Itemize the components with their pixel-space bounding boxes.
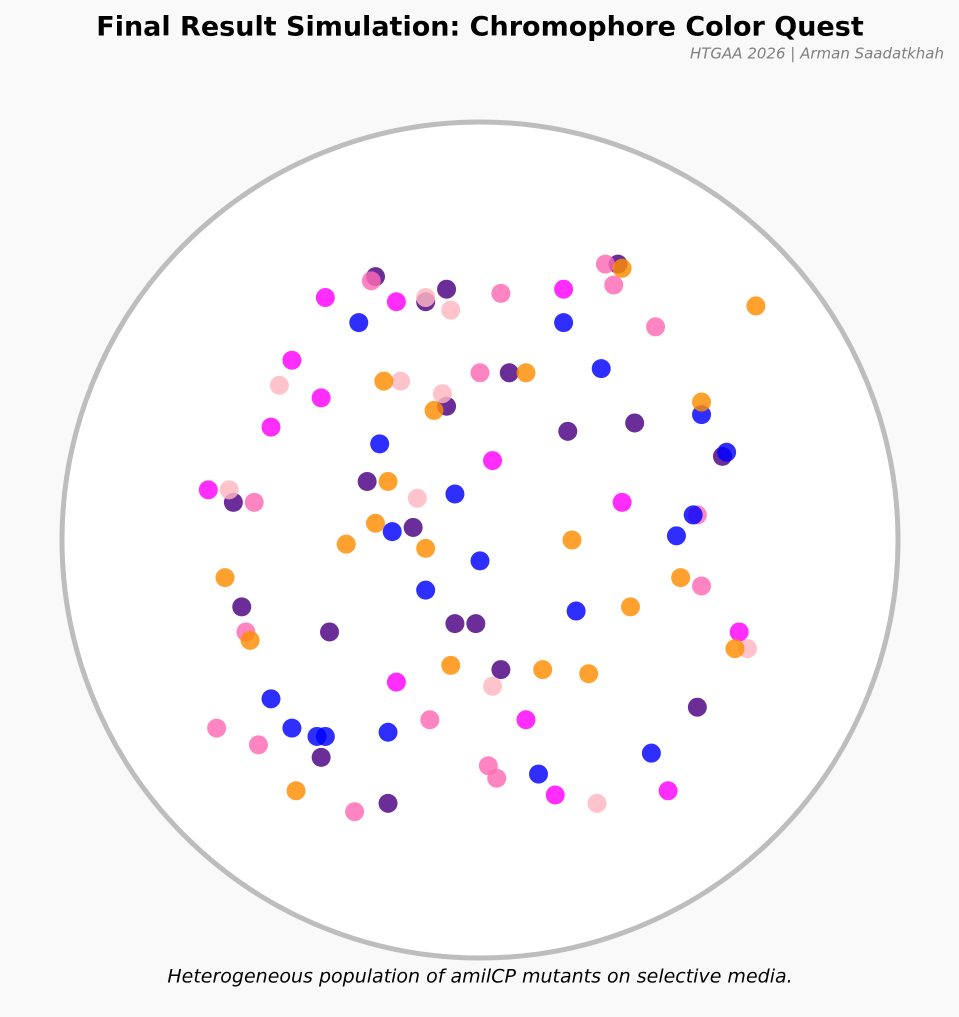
colony [232,597,252,617]
colony [666,526,686,546]
colony [311,388,331,408]
colony [261,417,281,437]
chart-caption: Heterogeneous population of amilCP mutan… [167,966,792,988]
colony [424,400,444,420]
colony [491,660,511,680]
colony [345,802,365,822]
colony [386,672,406,692]
colony [261,689,281,709]
colony [240,630,260,650]
colony [374,371,394,391]
colony [357,471,377,491]
chart-title: Final Result Simulation: Chromophore Col… [96,12,864,43]
colony [441,655,461,675]
colony [432,384,452,404]
colony [437,279,457,299]
colony [746,296,766,316]
colony [687,697,707,717]
colony [554,279,574,299]
colony [717,442,737,462]
colony [244,492,264,512]
colony [336,534,356,554]
colony [378,471,398,491]
colony [595,254,615,274]
colony [378,793,398,813]
colony [554,313,574,333]
colony [441,300,461,320]
colony [470,363,490,383]
colony [692,392,712,412]
colony [625,413,645,433]
colony [315,288,335,308]
colony [545,785,565,805]
colony [579,664,599,684]
colony [612,492,632,512]
colony [311,747,331,767]
colony [516,710,536,730]
colony [248,735,268,755]
colony [282,718,302,738]
colony [403,517,423,537]
colony [646,317,666,337]
colony [370,434,390,454]
colony [529,764,549,784]
colony [591,359,611,379]
colony [604,275,624,295]
colony [219,480,239,500]
colony [641,743,661,763]
colony [315,726,335,746]
colony [612,258,632,278]
colony [620,597,640,617]
colony [207,718,227,738]
colony [566,601,586,621]
colony [382,522,402,542]
colony [533,660,553,680]
colony [269,375,289,395]
colony [499,363,519,383]
colony [491,283,511,303]
colony [487,768,507,788]
colony [320,622,340,642]
colony [378,722,398,742]
colony [445,484,465,504]
colony [683,505,703,525]
colony [483,676,503,696]
colony [391,371,411,391]
colony [692,576,712,596]
colony [470,551,490,571]
colony [587,793,607,813]
colony [349,313,369,333]
colony [416,580,436,600]
colony [562,530,582,550]
colony [282,350,302,370]
colony [671,568,691,588]
colony [466,614,486,634]
colony [215,568,235,588]
colony [445,614,465,634]
colony [416,288,436,308]
colony [516,363,536,383]
colony [416,538,436,558]
colony [658,781,678,801]
colony [366,513,385,533]
chart-subtitle: HTGAA 2026 | Arman Saadatkhah [690,45,944,63]
colony [725,639,745,659]
colony [407,488,427,508]
colony [558,421,578,441]
colony [729,622,749,642]
colony [386,292,406,312]
colony [286,781,306,801]
colony [420,710,440,730]
colony [483,451,503,471]
petri-dish [59,119,901,961]
colony [361,271,381,291]
colony [198,480,218,500]
